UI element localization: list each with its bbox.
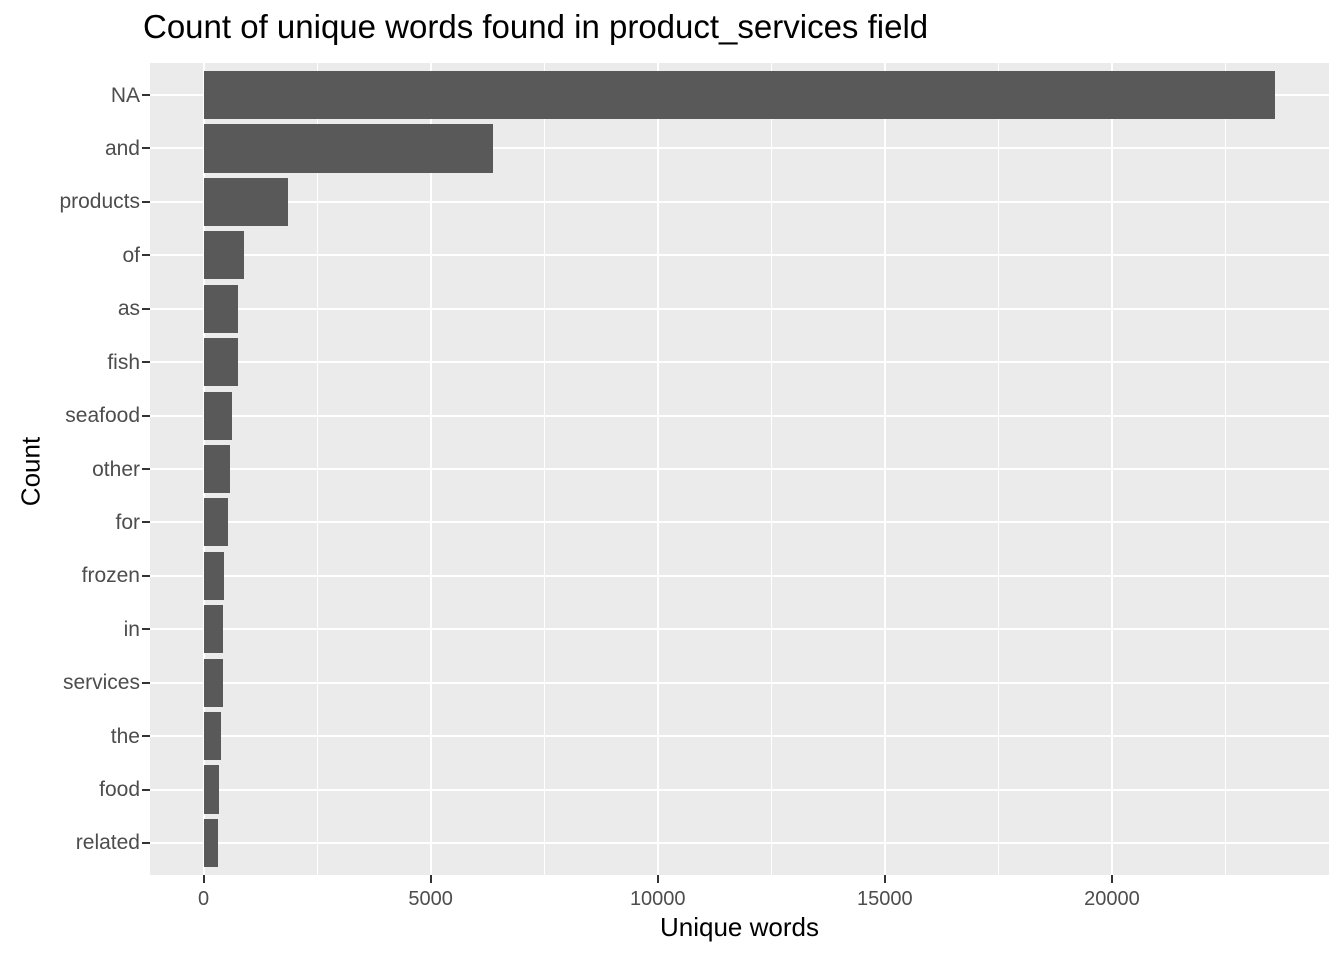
y-tick-mark — [142, 788, 150, 791]
x-tick-label: 15000 — [857, 888, 913, 910]
y-tick-mark — [142, 200, 150, 203]
x-tick-label: 20000 — [1084, 888, 1140, 910]
bar-as — [203, 284, 238, 333]
y-tick-label: fish — [107, 350, 140, 374]
x-tick-mark — [1110, 875, 1113, 883]
y-tick-mark — [142, 94, 150, 97]
category-gridline — [150, 414, 1329, 417]
y-tick-label: other — [92, 457, 140, 481]
bar-services — [203, 658, 224, 707]
category-gridline — [150, 361, 1329, 364]
x-tick-label: 10000 — [629, 888, 686, 910]
category-gridline — [150, 307, 1329, 310]
bar-for — [203, 498, 229, 547]
bar-in — [203, 605, 224, 654]
y-tick-label: for — [115, 510, 140, 534]
x-tick-mark — [429, 875, 432, 883]
y-tick-label: NA — [110, 83, 140, 107]
y-tick-mark — [142, 414, 150, 417]
x-tick-mark — [202, 875, 205, 883]
category-gridline — [150, 521, 1329, 524]
y-tick-mark — [142, 841, 150, 844]
bar-the — [203, 712, 221, 761]
x-tick-label: 5000 — [408, 888, 453, 910]
y-tick-mark — [142, 681, 150, 684]
category-gridline — [150, 628, 1329, 631]
y-tick-mark — [142, 147, 150, 150]
y-tick-label: products — [59, 190, 140, 214]
y-tick-mark — [142, 574, 150, 577]
chart-title: Count of unique words found in product_s… — [143, 8, 929, 45]
x-tick-label: 0 — [198, 888, 210, 910]
category-gridline — [150, 841, 1329, 844]
y-tick-label: as — [117, 297, 140, 321]
category-gridline — [150, 735, 1329, 738]
y-tick-label: of — [122, 243, 140, 267]
bar-and — [203, 124, 493, 173]
y-tick-label: in — [123, 617, 140, 641]
y-tick-mark — [142, 254, 150, 257]
bar-NA — [203, 71, 1276, 120]
category-gridline — [150, 200, 1329, 203]
plot-panel — [150, 63, 1329, 875]
y-tick-label: related — [75, 831, 140, 855]
y-tick-label: food — [99, 778, 140, 802]
y-tick-mark — [142, 628, 150, 631]
bar-related — [203, 818, 218, 867]
category-gridline — [150, 681, 1329, 684]
bar-products — [203, 177, 289, 226]
y-tick-mark — [142, 361, 150, 364]
bar-fish — [203, 338, 238, 387]
y-tick-label: services — [62, 671, 140, 695]
category-gridline — [150, 254, 1329, 257]
y-tick-mark — [142, 468, 150, 470]
bar-food — [203, 765, 220, 814]
y-tick-label: and — [104, 136, 140, 160]
category-gridline — [150, 147, 1329, 150]
category-gridline — [150, 788, 1329, 791]
bar-of — [203, 231, 244, 280]
x-tick-mark — [656, 875, 659, 883]
x-tick-mark — [883, 875, 886, 883]
bar-other — [203, 444, 231, 494]
y-tick-mark — [142, 307, 150, 310]
y-tick-mark — [142, 735, 150, 738]
bar-frozen — [203, 551, 224, 600]
y-tick-mark — [142, 521, 150, 524]
y-tick-label: frozen — [81, 564, 140, 588]
x-axis-title: Unique words — [660, 912, 819, 942]
y-tick-label: seafood — [65, 404, 140, 428]
y-tick-label: the — [110, 724, 140, 748]
bar-seafood — [203, 391, 232, 440]
category-gridline — [150, 574, 1329, 577]
category-gridline — [150, 468, 1329, 470]
